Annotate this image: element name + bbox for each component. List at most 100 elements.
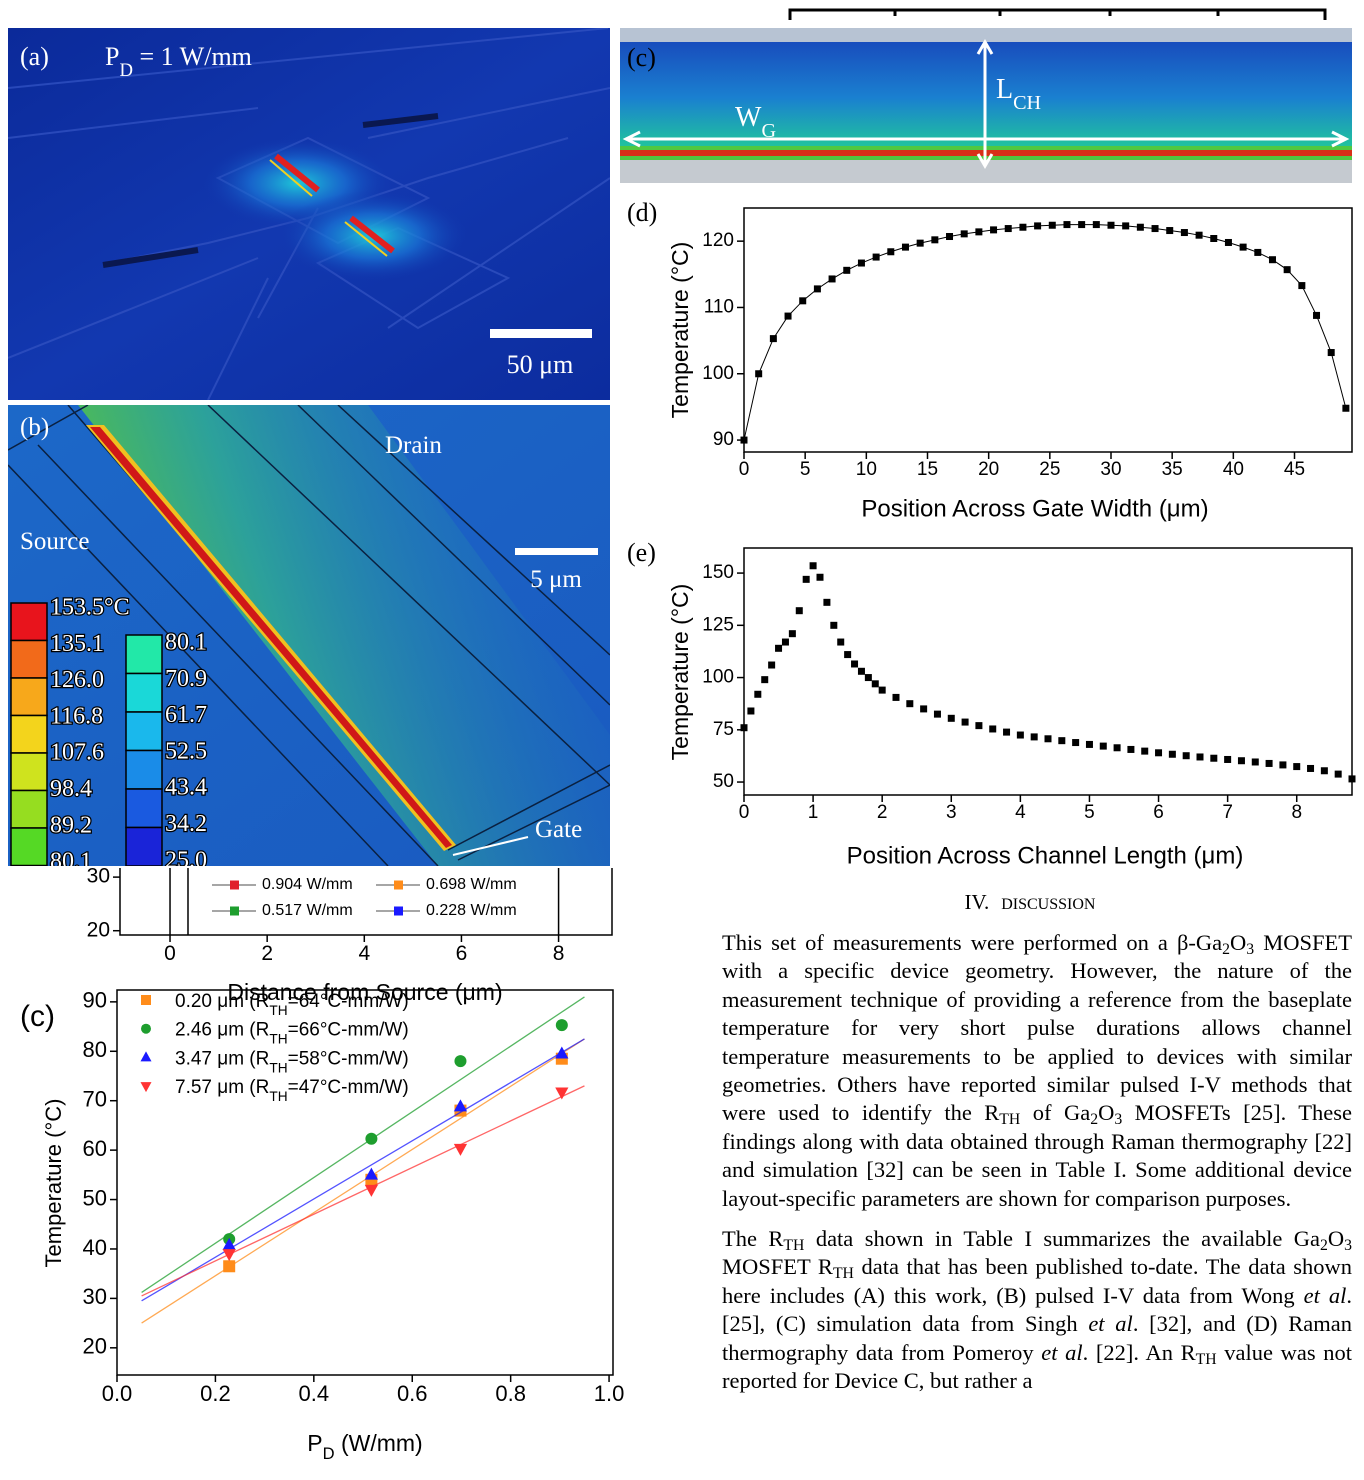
marker — [830, 621, 838, 629]
axis-frame — [743, 207, 1353, 453]
x-axis-label: Position Across Channel Length (μm) — [847, 842, 1244, 869]
bracket — [788, 8, 1327, 20]
marker — [1327, 349, 1335, 357]
marker — [784, 312, 792, 320]
marker — [1004, 225, 1012, 233]
marker — [975, 722, 983, 730]
marker — [364, 1167, 378, 1180]
legend-swatch — [230, 906, 239, 916]
y-tick-label: 100 — [702, 363, 734, 384]
subscript: 2 — [1222, 940, 1231, 958]
marker — [1127, 745, 1135, 753]
marker — [1151, 225, 1159, 233]
marker — [1342, 404, 1350, 412]
marker — [1099, 742, 1107, 750]
subscript: TH — [1195, 1350, 1217, 1368]
annotation: LCH — [996, 74, 1041, 114]
marker — [975, 228, 983, 236]
marker — [872, 253, 880, 261]
text-run: W — [735, 102, 762, 133]
marker — [864, 674, 872, 682]
marker — [555, 1087, 569, 1100]
x-tick-label: 8 — [1291, 802, 1302, 823]
y-tick-label: 20 — [87, 918, 110, 941]
colorbar-swatch — [10, 602, 48, 642]
colorbar-label: 135.1 — [50, 631, 104, 657]
colorbar-swatch — [10, 827, 48, 866]
fit-line — [141, 1038, 585, 1302]
subscript: TH — [832, 1265, 854, 1283]
marker — [1085, 740, 1093, 748]
y-tick-label: 70 — [83, 1087, 107, 1112]
marker — [892, 693, 900, 701]
marker — [1196, 753, 1204, 761]
marker — [1237, 757, 1245, 765]
x-tick-label: 5 — [800, 459, 811, 480]
marker — [947, 714, 955, 722]
colorbar-label: 61.7 — [165, 702, 207, 728]
x-axis-label: Distance from Source (μm) — [227, 979, 502, 1005]
y-tick-label: 90 — [83, 988, 107, 1013]
text-run: MOSFETs [25]. These findings along with … — [722, 1100, 1352, 1211]
x-tick-label: 0.2 — [200, 1381, 231, 1406]
marker — [1210, 235, 1218, 242]
y-tick-label: 120 — [702, 230, 734, 251]
marker — [901, 243, 909, 251]
marker — [920, 705, 928, 713]
marker — [1293, 763, 1301, 771]
annotation: Source — [20, 528, 89, 555]
x-tick-label: 5 — [1084, 802, 1095, 823]
marker — [1078, 221, 1086, 229]
x-tick-label: 30 — [1100, 459, 1121, 480]
annotation: Gate — [535, 816, 582, 843]
x-tick-label: 0.0 — [102, 1381, 133, 1406]
marker — [1224, 238, 1232, 246]
marker — [141, 1023, 151, 1034]
y-tick-label: 150 — [702, 562, 734, 583]
marker — [1155, 749, 1163, 757]
colorbar-label: 107.6 — [50, 740, 104, 766]
colorbar-swatch — [10, 752, 48, 792]
x-tick-label: 35 — [1162, 459, 1183, 480]
x-tick-label: 1 — [808, 802, 819, 823]
marker — [453, 1099, 468, 1112]
marker — [453, 1143, 468, 1156]
subscript: 3 — [1114, 1111, 1123, 1129]
text-run: 2.46 μm (R — [175, 1020, 269, 1041]
text-run: MOSFET R — [722, 1254, 833, 1280]
text-run: 3.47 μm (R — [175, 1048, 269, 1069]
legend-label: 0.20 μm (RTH=64°C-mm/W) — [175, 991, 409, 1018]
colorbar-label: 98.4 — [50, 776, 92, 802]
marker — [816, 573, 824, 581]
x-tick-label: 20 — [978, 459, 999, 480]
marker — [871, 680, 879, 688]
text-run: The R — [722, 1226, 784, 1252]
marker — [878, 686, 886, 694]
fit-line — [141, 1038, 585, 1324]
marker — [454, 1055, 467, 1068]
x-tick-label: 4 — [1015, 802, 1026, 823]
x-axis-label: PD (W/mm) — [307, 1430, 422, 1463]
marker — [813, 285, 821, 293]
colorbar-swatch — [10, 639, 48, 679]
marker — [837, 638, 845, 646]
text-run: O — [1230, 930, 1247, 955]
colorbar-swatch — [10, 677, 48, 717]
y-tick-label: 125 — [702, 614, 734, 635]
y-tick-label: 90 — [713, 429, 734, 450]
marker — [1058, 737, 1066, 745]
marker — [1180, 229, 1188, 237]
marker — [141, 995, 151, 1005]
marker — [755, 370, 763, 378]
y-tick-label: 50 — [713, 771, 734, 792]
marker — [740, 724, 748, 732]
text-run: 7.57 μm (R — [175, 1077, 269, 1098]
panel-label: (c) — [627, 43, 656, 72]
marker — [1092, 221, 1100, 229]
text-run: data that has been published to-date. Th… — [722, 1254, 1353, 1308]
marker — [364, 1184, 378, 1197]
annotation: WG — [735, 102, 776, 142]
text-run: (W/mm) — [335, 1430, 423, 1456]
y-tick-label: 30 — [83, 1284, 107, 1309]
